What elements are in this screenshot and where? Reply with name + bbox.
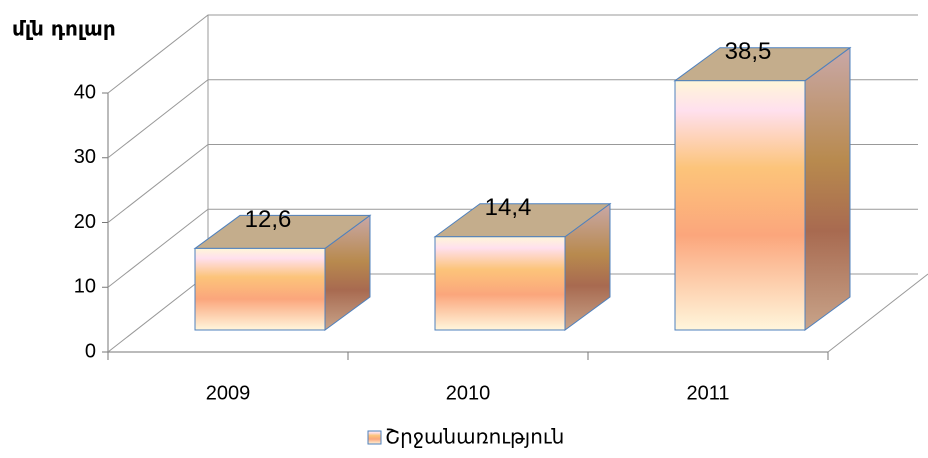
y-tick-label: 20 — [74, 211, 96, 233]
bar — [194, 247, 326, 331]
value-label: 38,5 — [725, 38, 772, 65]
grid-line — [107, 14, 918, 94]
y-tick-label: 0 — [85, 340, 96, 362]
legend-label: Շրջանառություն — [385, 425, 564, 449]
x-tick-label: 2011 — [686, 382, 729, 404]
y-axis-title: մլն դոլար — [12, 17, 116, 41]
bar — [434, 236, 566, 331]
bar — [674, 80, 806, 331]
x-tick-label: 2010 — [446, 382, 491, 404]
y-tick-label: 30 — [74, 146, 96, 168]
bar-side — [804, 46, 851, 331]
y-tick-label: 10 — [74, 276, 96, 298]
value-label: 14,4 — [485, 194, 532, 221]
value-label: 12,6 — [245, 206, 292, 233]
floor-edge — [827, 273, 928, 353]
y-tick-label: 40 — [74, 81, 96, 103]
x-tick-label: 2009 — [206, 382, 251, 404]
legend-swatch — [367, 430, 382, 445]
bars: 12,6 14,4 38,5 — [193, 38, 852, 331]
